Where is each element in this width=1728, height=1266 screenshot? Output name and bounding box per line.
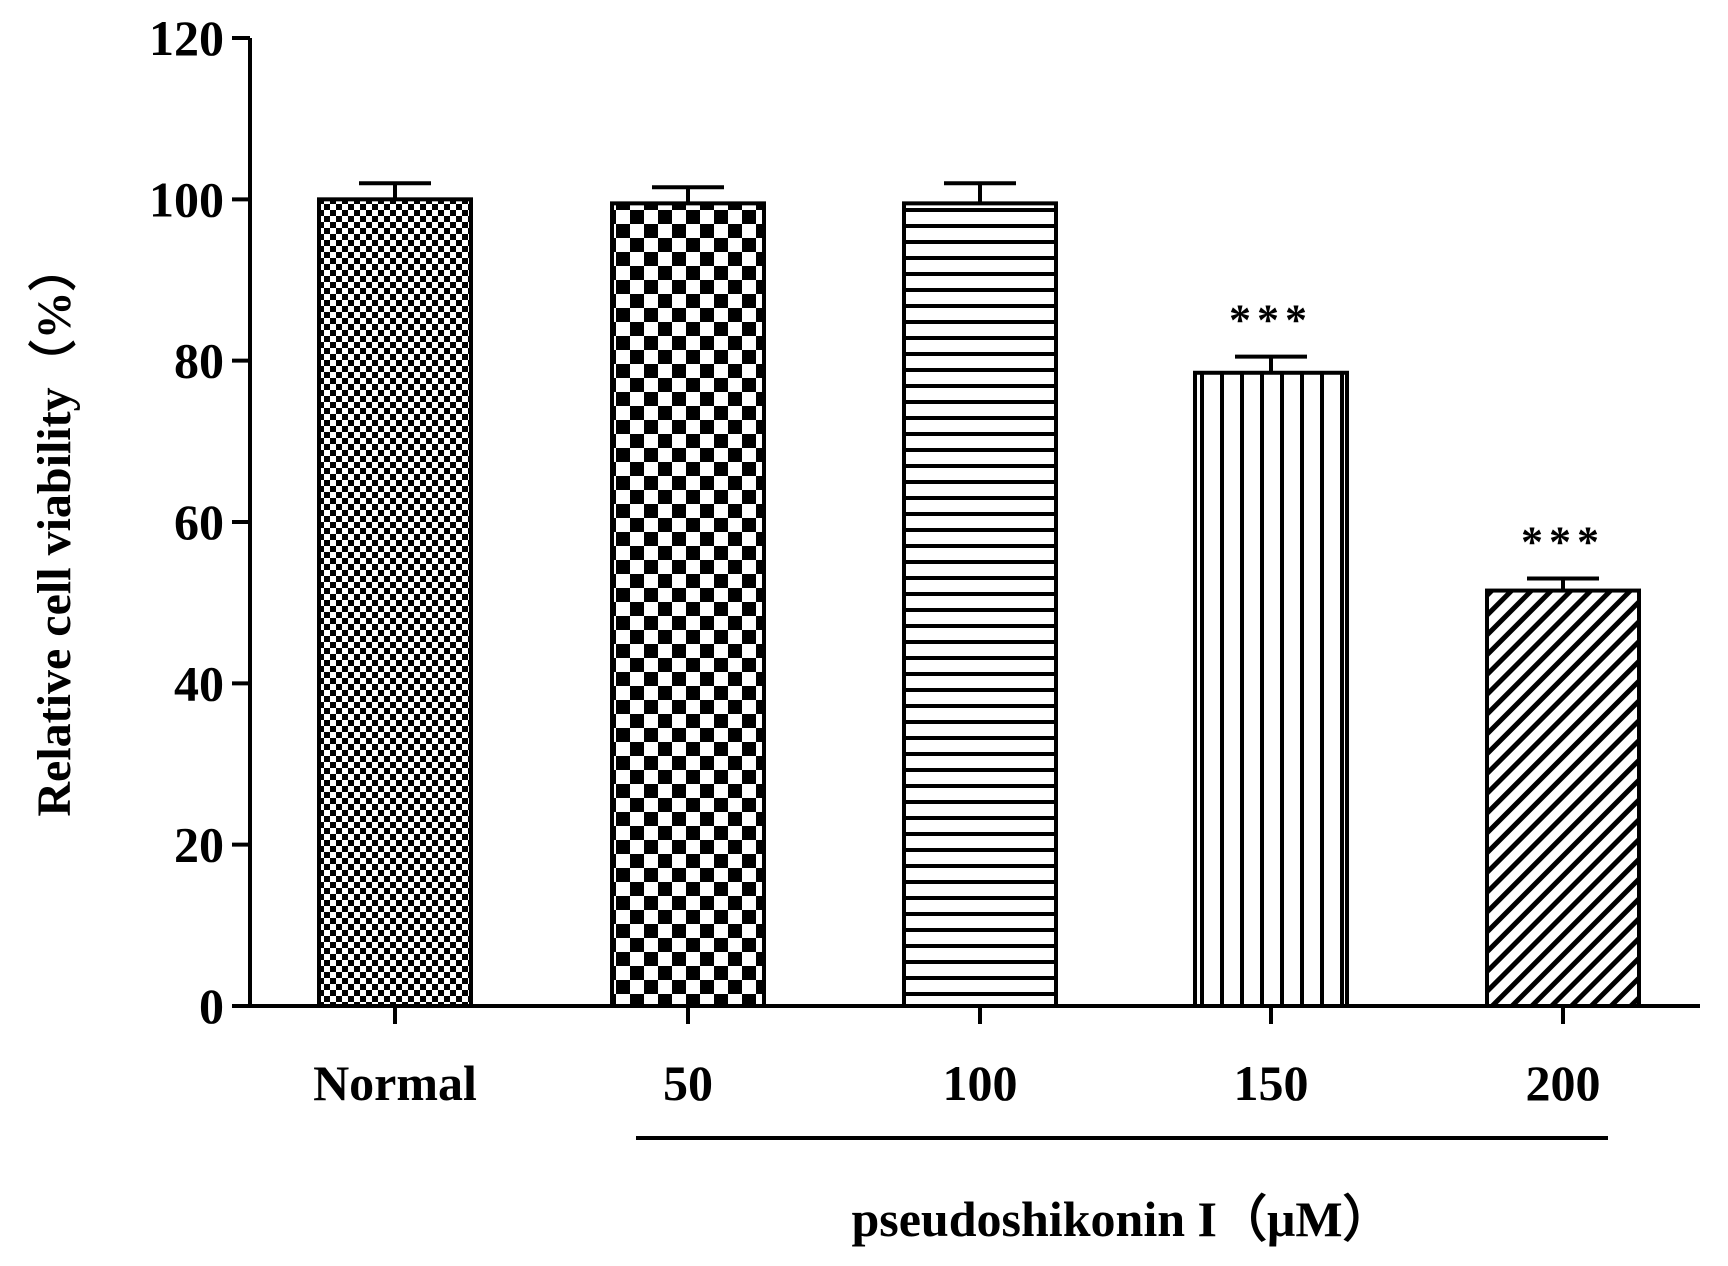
bar-50 (610, 201, 766, 1009)
x-tick-label: 200 (1526, 1055, 1601, 1111)
y-tick-label: 120 (149, 10, 224, 66)
y-tick-label: 0 (199, 978, 224, 1034)
x-tick-label: 100 (943, 1055, 1018, 1111)
y-tick-label: 60 (174, 494, 224, 550)
x-tick-label: 50 (663, 1055, 713, 1111)
bar-Normal (317, 197, 473, 1009)
x-tick-label: 150 (1234, 1055, 1309, 1111)
y-tick-label: 20 (174, 817, 224, 873)
y-tick-label: 40 (174, 655, 224, 711)
x-tick-label: Normal (313, 1055, 477, 1111)
y-axis: 0 20 40 60 80 100 120 (149, 10, 252, 1034)
bars: *** *** (317, 181, 1641, 1009)
x-axis: Normal 50 100 150 200 (250, 1004, 1700, 1111)
y-tick-label: 100 (149, 171, 224, 227)
y-axis-title: Relative cell viability（%） (28, 243, 81, 816)
significance-200: *** (1521, 517, 1605, 566)
group-label: pseudoshikonin I（μM） (851, 1191, 1392, 1247)
bar-100 (902, 201, 1058, 1009)
bar-200 (1485, 588, 1641, 1008)
y-tick-label: 80 (174, 333, 224, 389)
significance-150: *** (1229, 296, 1313, 345)
bar-150 (1193, 370, 1349, 1008)
